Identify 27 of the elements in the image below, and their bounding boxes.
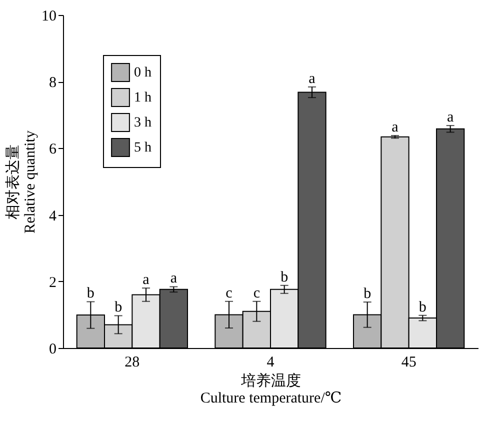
data-label: b <box>364 286 372 302</box>
y-tick-label: 10 <box>42 8 56 24</box>
y-tick-label: 6 <box>49 142 57 158</box>
data-label: c <box>226 285 233 302</box>
y-tick-label: 8 <box>49 75 56 92</box>
x-tick-label: 45 <box>401 354 416 370</box>
y-tick-label: 4 <box>49 208 57 224</box>
x-tick-label: 28 <box>124 354 140 370</box>
data-label: c <box>253 285 260 302</box>
data-label: a <box>392 120 399 136</box>
data-label: b <box>418 299 426 316</box>
data-label: a <box>170 270 178 287</box>
y-tick-label: 2 <box>49 274 56 291</box>
data-label: a <box>308 70 316 87</box>
data-label: a <box>142 272 150 288</box>
y-axis-title: 相对表达量 Relative quantity <box>4 130 38 234</box>
legend-label: 3 h <box>134 116 152 130</box>
legend-label: 1 h <box>134 90 152 106</box>
data-label: b <box>86 286 94 302</box>
x-axis-title: 培养温度 Culture temperature/℃ <box>200 372 342 406</box>
legend-label: 5 h <box>134 140 152 156</box>
data-label: a <box>446 110 454 126</box>
y-tick-label: 0 <box>49 342 56 358</box>
data-label: b <box>280 269 288 286</box>
legend-label: 0 h <box>134 66 152 80</box>
data-label: b <box>114 300 122 316</box>
x-tick-label: 4 <box>266 354 275 370</box>
